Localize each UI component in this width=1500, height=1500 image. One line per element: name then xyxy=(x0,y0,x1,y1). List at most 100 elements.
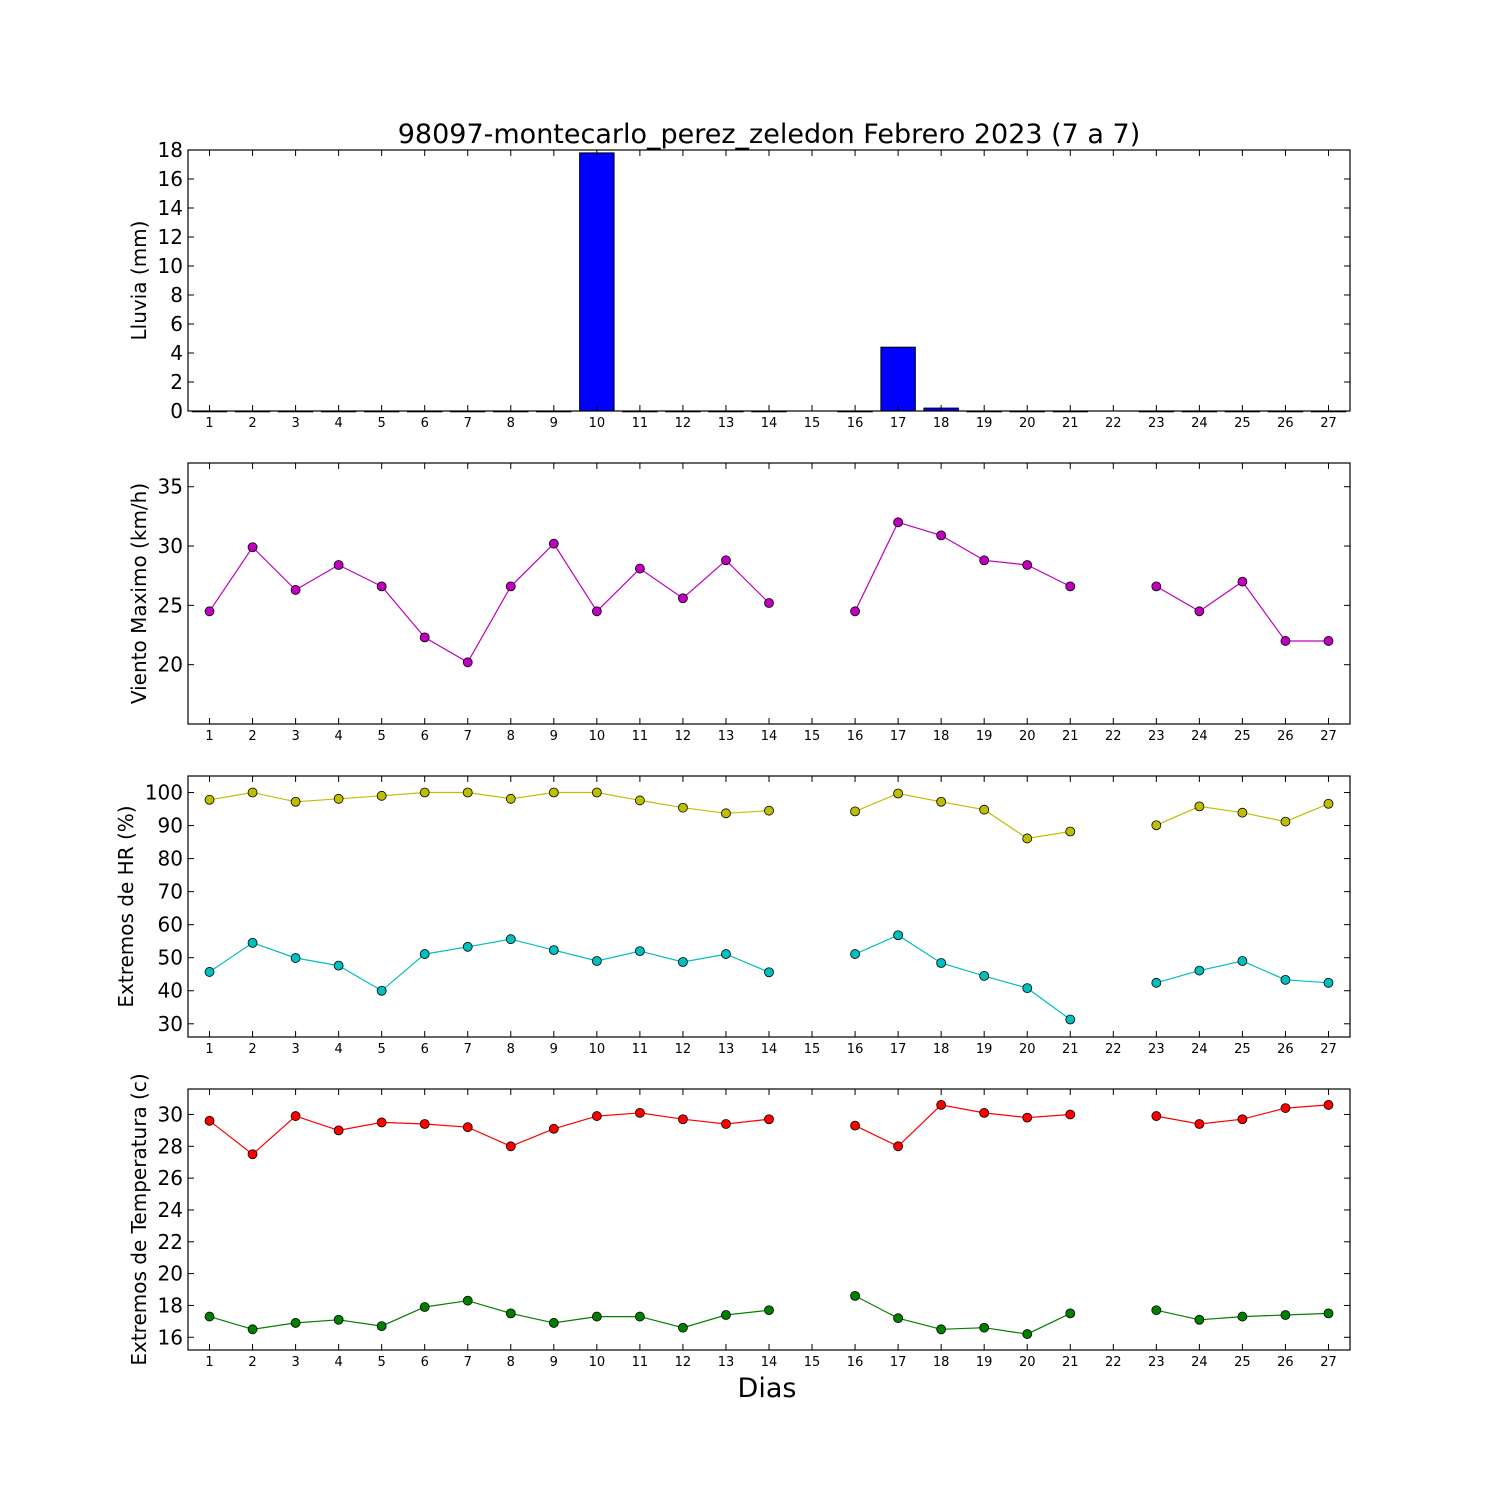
x-tick-label: 21 xyxy=(1062,1042,1079,1057)
x-tick-label: 27 xyxy=(1320,1355,1337,1370)
series-1-point-23 xyxy=(1151,1111,1162,1121)
series-1-point-8 xyxy=(505,581,516,592)
series-1-point-18 xyxy=(936,1100,947,1110)
series-2-point-4 xyxy=(333,1314,344,1325)
x-tick-label: 8 xyxy=(507,1355,515,1370)
series-1-point-3 xyxy=(290,585,301,595)
x-tick-label: 7 xyxy=(464,729,472,744)
x-tick-label: 10 xyxy=(589,1355,606,1370)
x-tick-label: 23 xyxy=(1148,416,1165,431)
series-2-point-7 xyxy=(462,1295,473,1306)
y-tick-label: 100 xyxy=(145,781,183,805)
series-2-point-16 xyxy=(850,949,860,959)
series-1-point-8 xyxy=(505,793,516,804)
series-1-line xyxy=(209,1112,770,1156)
x-tick-label: 5 xyxy=(378,729,386,744)
y-tick-label: 30 xyxy=(158,534,183,558)
series-1-point-16 xyxy=(850,806,860,817)
series-1-point-20 xyxy=(1022,1112,1033,1123)
x-tick-label: 6 xyxy=(421,1355,429,1370)
series-1-point-9 xyxy=(548,1123,559,1134)
x-tick-label: 22 xyxy=(1105,1042,1122,1057)
series-2-point-20 xyxy=(1022,1329,1033,1339)
y-tick-label: 40 xyxy=(158,979,183,1003)
x-tick-label: 7 xyxy=(464,416,472,431)
y-tick-label: 90 xyxy=(158,814,183,838)
series-2-point-24 xyxy=(1194,1314,1205,1325)
x-tick-label: 7 xyxy=(464,1355,472,1370)
x-tick-label: 21 xyxy=(1062,729,1079,744)
series-1-point-10 xyxy=(591,606,602,617)
series-1-point-27 xyxy=(1323,1100,1334,1110)
x-tick-label: 11 xyxy=(632,729,649,744)
series-2-point-20 xyxy=(1022,983,1033,994)
series-1-point-19 xyxy=(979,555,990,566)
series-1-point-12 xyxy=(678,802,688,813)
x-tick-label: 20 xyxy=(1019,1042,1036,1057)
x-tick-label: 13 xyxy=(718,729,735,744)
series-1-point-5 xyxy=(376,1117,387,1128)
x-tick-label: 27 xyxy=(1320,729,1337,744)
series-1-point-17 xyxy=(893,1141,904,1152)
x-tick-label: 25 xyxy=(1234,1355,1251,1370)
y-tick-label: 30 xyxy=(158,1102,183,1126)
series-1-point-26 xyxy=(1280,1103,1291,1113)
series-2-point-19 xyxy=(979,1322,990,1333)
x-tick-label: 24 xyxy=(1191,729,1208,744)
series-1-point-13 xyxy=(721,555,731,566)
series-2-point-5 xyxy=(376,985,387,996)
x-tick-label: 22 xyxy=(1105,416,1122,431)
series-2-point-13 xyxy=(721,1310,731,1320)
bar-day-17 xyxy=(880,346,916,412)
x-tick-label: 3 xyxy=(291,416,299,431)
x-tick-label: 17 xyxy=(890,416,907,431)
x-tick-label: 13 xyxy=(718,416,735,431)
series-1-point-6 xyxy=(419,1119,430,1129)
x-tick-label: 18 xyxy=(933,1042,950,1057)
series-1-point-18 xyxy=(936,530,947,541)
x-tick-label: 18 xyxy=(933,416,950,431)
x-tick-label: 15 xyxy=(804,1355,821,1370)
y-axis-label: Lluvia (mm) xyxy=(127,221,151,341)
y-tick-label: 14 xyxy=(158,196,183,220)
x-tick-label: 18 xyxy=(933,729,950,744)
x-tick-label: 23 xyxy=(1148,1355,1165,1370)
x-tick-label: 5 xyxy=(378,1355,386,1370)
x-tick-label: 21 xyxy=(1062,1355,1079,1370)
x-tick-label: 15 xyxy=(804,1042,821,1057)
series-2-point-17 xyxy=(893,930,904,941)
x-tick-label: 3 xyxy=(291,1355,299,1370)
series-1-point-11 xyxy=(634,795,645,806)
x-tick-label: 26 xyxy=(1277,1042,1294,1057)
x-tick-label: 14 xyxy=(761,729,778,744)
series-2-point-5 xyxy=(376,1321,387,1332)
series-1-point-13 xyxy=(721,808,731,819)
series-2-point-8 xyxy=(505,934,516,945)
series-1-point-11 xyxy=(634,1107,645,1118)
panel-frame xyxy=(187,462,1351,725)
x-tick-label: 1 xyxy=(205,1355,213,1370)
series-1-point-21 xyxy=(1065,1109,1076,1120)
series-2-point-18 xyxy=(936,958,947,968)
series-2-point-10 xyxy=(591,1311,602,1322)
x-tick-label: 8 xyxy=(507,729,515,744)
bar-day-10 xyxy=(579,152,615,412)
x-tick-label: 20 xyxy=(1019,1355,1036,1370)
series-1-point-13 xyxy=(721,1119,731,1129)
series-1-point-5 xyxy=(376,581,387,592)
panel-frame xyxy=(187,149,1351,412)
series-1-point-24 xyxy=(1194,801,1205,812)
y-axis-label: Viento Maximo (km/h) xyxy=(127,483,151,704)
x-tick-label: 12 xyxy=(675,729,692,744)
series-1-point-27 xyxy=(1323,636,1334,646)
y-tick-label: 50 xyxy=(158,946,183,970)
series-2-point-4 xyxy=(333,960,344,971)
y-tick-label: 18 xyxy=(158,138,183,162)
x-tick-label: 17 xyxy=(890,1042,907,1057)
series-2-point-27 xyxy=(1323,977,1334,988)
x-tick-label: 9 xyxy=(550,1355,558,1370)
x-tick-label: 20 xyxy=(1019,729,1036,744)
x-tick-label: 12 xyxy=(675,1355,692,1370)
series-1-point-25 xyxy=(1237,1114,1248,1125)
series-2-point-9 xyxy=(548,945,559,956)
